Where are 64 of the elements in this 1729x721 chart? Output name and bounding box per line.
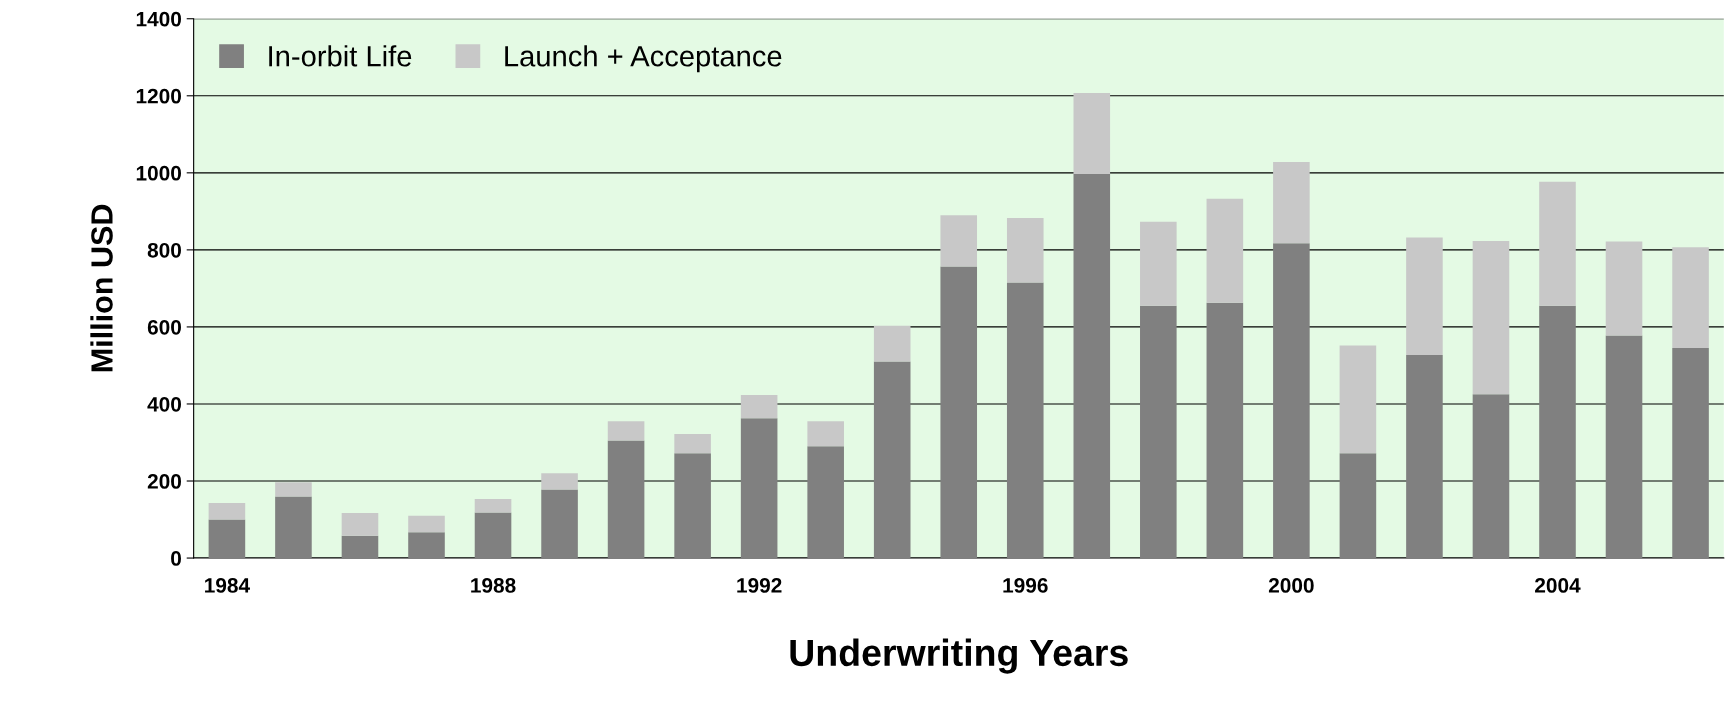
bar bbox=[474, 512, 512, 559]
x-tick-label: 2004 bbox=[1535, 578, 1581, 593]
x-tick-label: 1984 bbox=[205, 578, 250, 593]
bar bbox=[1073, 93, 1111, 174]
bar bbox=[740, 418, 778, 559]
bar bbox=[341, 512, 379, 536]
bar bbox=[940, 215, 978, 267]
y-tick-label: 800 bbox=[147, 242, 181, 258]
bar bbox=[1273, 162, 1310, 244]
bar bbox=[1339, 453, 1377, 559]
bar bbox=[807, 421, 844, 447]
bar bbox=[1206, 198, 1244, 303]
bar bbox=[1140, 305, 1177, 559]
bar bbox=[607, 421, 645, 441]
bar bbox=[607, 440, 645, 559]
bar bbox=[940, 266, 978, 559]
bar bbox=[1539, 181, 1576, 306]
bar bbox=[1406, 355, 1443, 559]
y-tick-label: 200 bbox=[147, 474, 181, 489]
bar bbox=[275, 496, 312, 559]
x-axis-title: Underwriting Years bbox=[790, 638, 1128, 674]
bar bbox=[1073, 173, 1111, 559]
bar bbox=[1339, 345, 1377, 454]
y-tick-label: 400 bbox=[147, 396, 181, 412]
bar bbox=[1140, 221, 1177, 306]
bar bbox=[1472, 241, 1510, 395]
legend-label: In-orbit Life bbox=[269, 45, 412, 67]
bar bbox=[1605, 335, 1643, 559]
bar bbox=[1206, 302, 1244, 559]
y-tick-label: 1400 bbox=[136, 11, 181, 27]
bar bbox=[275, 482, 312, 497]
bar bbox=[1672, 247, 1709, 349]
x-tick-label: 1992 bbox=[737, 578, 782, 593]
bar bbox=[1672, 348, 1709, 559]
bar bbox=[1605, 241, 1643, 336]
y-tick-label: 1000 bbox=[136, 165, 181, 181]
bar bbox=[1006, 217, 1044, 283]
bar bbox=[873, 361, 911, 559]
bar bbox=[208, 519, 246, 559]
x-tick-label: 1996 bbox=[1003, 578, 1048, 593]
bar bbox=[541, 473, 578, 490]
bar bbox=[541, 489, 578, 559]
y-tick-label: 600 bbox=[147, 319, 181, 335]
x-tick-label: 1988 bbox=[471, 578, 516, 593]
bar bbox=[1273, 243, 1310, 559]
bar bbox=[740, 395, 778, 419]
y-axis-title: Million USD bbox=[90, 204, 113, 372]
bar bbox=[408, 532, 445, 559]
x-tick-label: 2000 bbox=[1268, 578, 1314, 593]
bar bbox=[674, 434, 711, 454]
bar bbox=[341, 535, 379, 559]
y-tick-label: 0 bbox=[171, 551, 181, 566]
bar bbox=[674, 453, 711, 559]
bar bbox=[807, 446, 844, 559]
bar bbox=[1472, 394, 1510, 559]
bar bbox=[873, 325, 911, 362]
legend-label: Launch + Acceptance bbox=[505, 45, 782, 73]
bar bbox=[474, 499, 512, 513]
bar bbox=[408, 515, 445, 533]
y-tick-label: 1200 bbox=[136, 88, 181, 104]
bar bbox=[208, 502, 246, 520]
bar bbox=[1006, 282, 1044, 559]
bar bbox=[1539, 305, 1576, 559]
bar bbox=[1406, 237, 1443, 356]
